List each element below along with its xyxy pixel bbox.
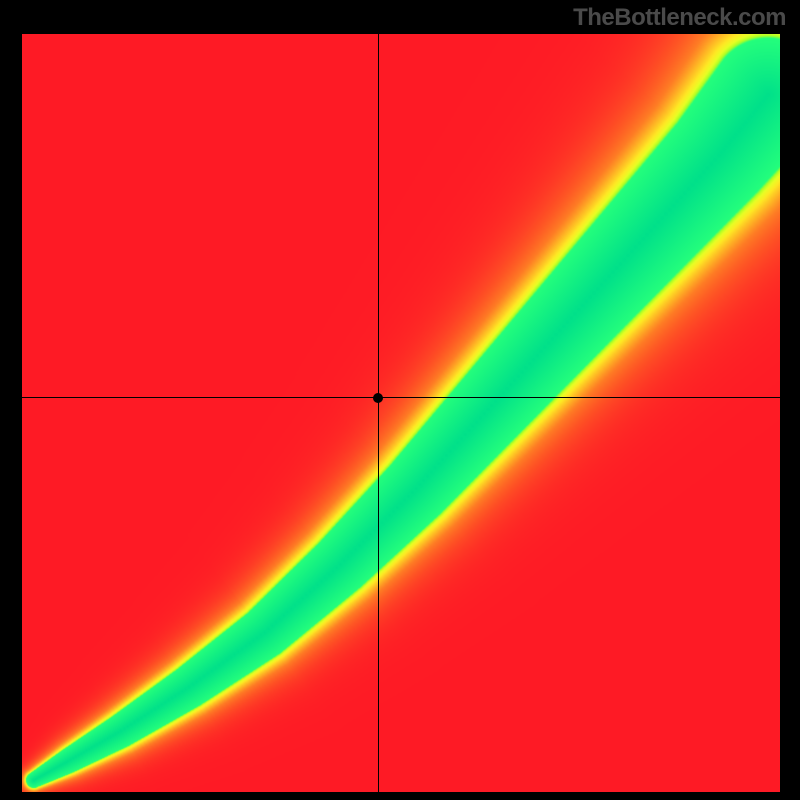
crosshair-vertical bbox=[378, 34, 379, 792]
crosshair-horizontal bbox=[22, 397, 780, 398]
chart-container: TheBottleneck.com bbox=[0, 0, 800, 800]
bottleneck-heatmap bbox=[22, 34, 780, 792]
selection-marker[interactable] bbox=[373, 393, 383, 403]
watermark-text: TheBottleneck.com bbox=[573, 4, 786, 32]
